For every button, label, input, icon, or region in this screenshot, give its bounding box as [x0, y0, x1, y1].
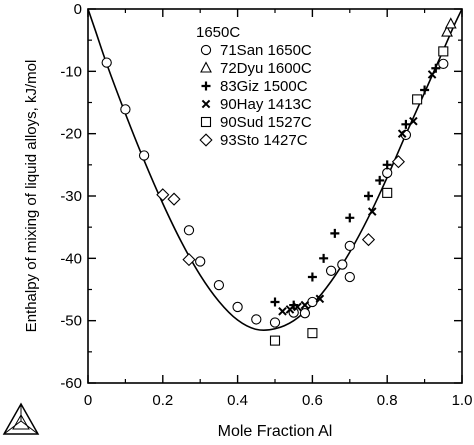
data-point-x: [409, 116, 418, 126]
data-point-circle: [195, 256, 206, 267]
legend-marker-x: [201, 99, 211, 109]
data-point-circle: [344, 271, 355, 283]
data-point-circle: [120, 104, 131, 115]
axis-ticks: 0 0.2 0.4 0.6 0.8 1.0 0 -10 -20 -30 -40 -50 -60: [60, 1, 472, 409]
data-point-circle: [307, 296, 318, 308]
data-point-x: [367, 207, 377, 216]
data-point-circle: [213, 279, 225, 291]
y-tick-label: -60: [60, 375, 82, 392]
x-axis-label: Mole Fraction Al: [218, 423, 333, 440]
data-point-x: [293, 302, 302, 312]
data-point-plus: [307, 272, 317, 282]
data-point-diamond: [156, 188, 170, 202]
data-point-plus: [270, 297, 280, 307]
data-point-circle: [299, 308, 311, 319]
y-tick-label: -40: [60, 250, 82, 267]
y-tick-label: -10: [60, 63, 82, 80]
data-point-circle: [325, 265, 337, 276]
logo-line: [3, 420, 22, 435]
legend-marker-square: [200, 116, 212, 128]
legend-entry-label: 72Dyu 1600C: [220, 60, 312, 77]
data-point-square: [382, 187, 393, 198]
data-point-x: [427, 70, 437, 79]
data-point-x: [397, 129, 407, 138]
software-logo: [2, 402, 40, 435]
data-point-x: [278, 307, 287, 316]
logo-inner-triangle: [12, 413, 30, 430]
x-tick-label: 1.0: [452, 392, 473, 409]
data-point-circle: [232, 301, 243, 313]
legend-entry-label: 71San 1650C: [220, 42, 312, 59]
data-point-circle: [101, 57, 112, 68]
logo-line: [20, 420, 39, 435]
legend-marker-circle: [200, 44, 212, 56]
data-point-plus: [364, 191, 373, 201]
data-point-circle: [438, 58, 449, 70]
data-point-plus: [345, 213, 355, 223]
legend-title: 1650C: [196, 24, 240, 41]
data-point-circle: [337, 259, 348, 270]
x-tick-label: 0.4: [227, 392, 248, 409]
data-point-x: [285, 305, 295, 314]
legend-entry-label: 90Hay 1413C: [220, 96, 312, 113]
y-tick-label: -30: [60, 188, 82, 205]
x-tick-label: 0.6: [302, 392, 323, 409]
y-axis-label: Enthalpy of mixing of liquid alloys, kJ/…: [23, 60, 40, 333]
data-point-x: [315, 294, 325, 304]
data-point-diamond: [361, 233, 376, 247]
data-point-circle: [251, 314, 262, 325]
legend-marker-diamond: [199, 133, 213, 147]
data-point-square: [412, 94, 423, 105]
data-point-x: [300, 300, 310, 310]
data-point-triangle: [444, 17, 457, 29]
data-point-diamond: [391, 155, 405, 169]
legend-marker-plus: [201, 81, 211, 91]
y-tick-label: 0: [74, 1, 82, 18]
y-tick-label: -50: [60, 313, 82, 330]
data-point-circle: [183, 225, 195, 236]
x-tick-label: 0: [84, 392, 92, 409]
legend-entry-label: 90Sud 1527C: [220, 114, 312, 131]
x-tick-label: 0.8: [377, 392, 398, 409]
data-point-circle: [269, 317, 281, 328]
legend-entry-label: 83Giz 1500C: [220, 78, 308, 95]
data-points: [101, 17, 457, 346]
data-point-plus: [319, 253, 329, 263]
data-point-square: [269, 335, 281, 346]
legend-marker-triangle: [200, 61, 212, 73]
data-point-plus: [420, 85, 430, 95]
data-point-diamond: [182, 253, 196, 267]
logo-outer-triangle: [2, 402, 40, 435]
data-point-plus: [330, 228, 340, 238]
data-point-square: [438, 46, 449, 57]
data-point-plus: [401, 119, 411, 129]
data-point-circle: [344, 240, 355, 252]
legend-entry-label: 93Sto 1427C: [220, 132, 308, 149]
data-point-circle: [138, 150, 150, 161]
data-point-plus: [382, 160, 392, 170]
data-point-square: [307, 328, 318, 339]
x-tick-label: 0.2: [152, 392, 173, 409]
data-point-diamond: [167, 192, 181, 206]
y-tick-label: -20: [60, 126, 82, 143]
data-point-triangle: [441, 25, 453, 37]
data-point-circle: [382, 167, 393, 179]
data-point-plus: [375, 175, 385, 185]
